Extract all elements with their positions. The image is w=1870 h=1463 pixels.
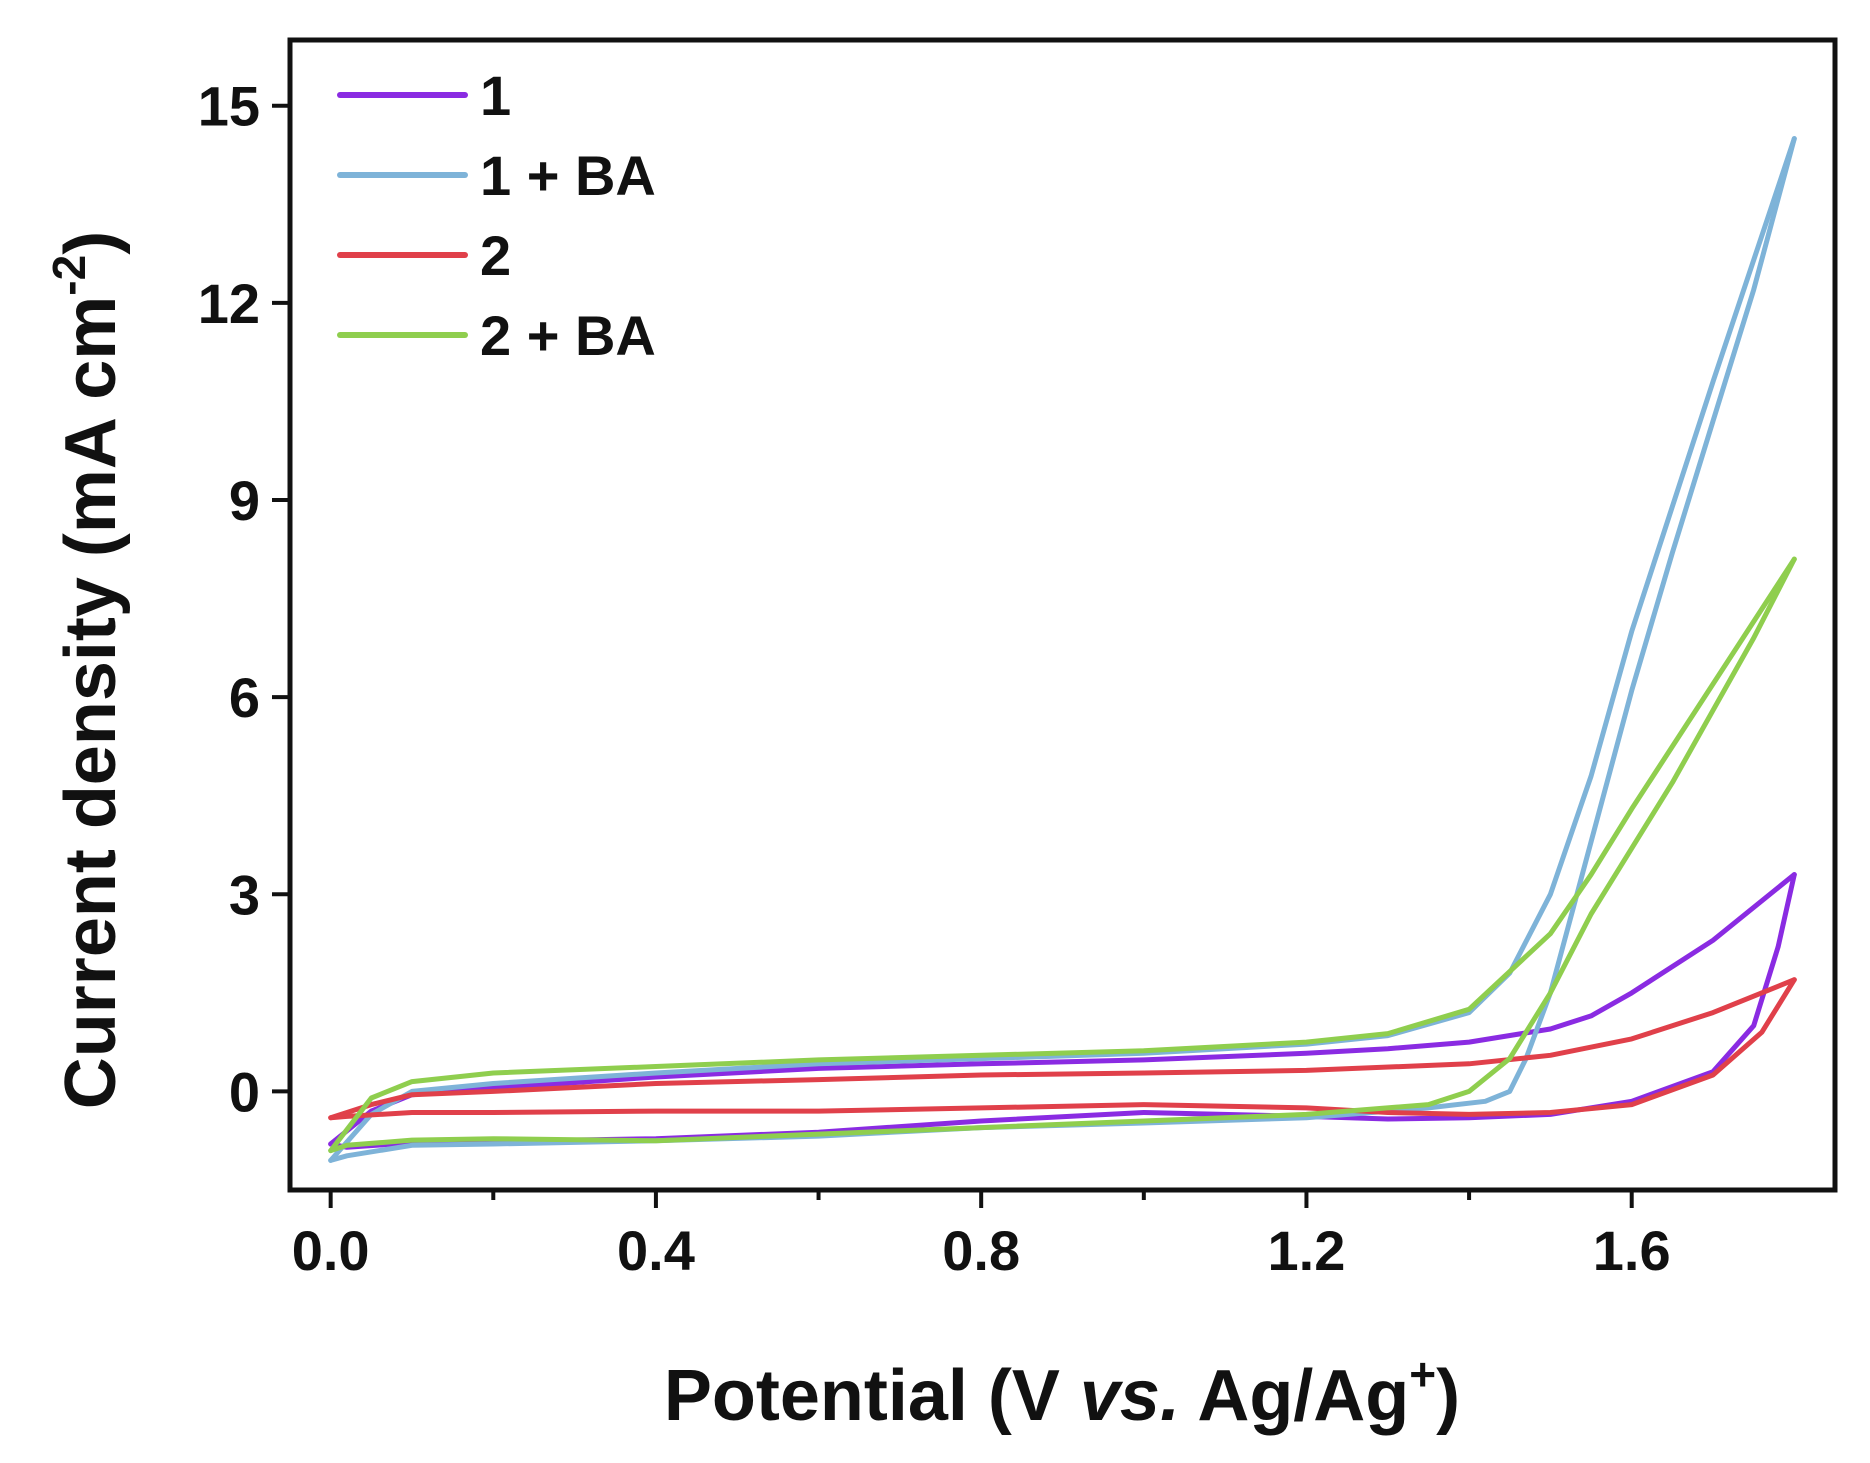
y-tick-label: 6 bbox=[229, 666, 260, 729]
x-axis-title: Potential (V vs. Ag/Ag+) bbox=[664, 1348, 1460, 1436]
legend-label: 1 bbox=[480, 64, 511, 127]
series-4-forward-scan bbox=[328, 556, 1797, 1154]
series-4-reverse-scan bbox=[328, 556, 1797, 1154]
x-tick-label: 1.6 bbox=[1593, 1219, 1671, 1282]
series-3-reverse-scan bbox=[328, 977, 1797, 1121]
x-tick-label: 1.2 bbox=[1268, 1219, 1346, 1282]
y-tick-label: 9 bbox=[229, 469, 260, 532]
y-tick-label: 0 bbox=[229, 1060, 260, 1123]
legend: 1 1 + BA 2 2 + BA bbox=[337, 64, 656, 367]
x-tick-label: 0.4 bbox=[617, 1219, 695, 1282]
y-tick-label: 15 bbox=[198, 75, 260, 138]
legend-label: 2 bbox=[480, 224, 511, 287]
legend-item-2: 1 + BA bbox=[337, 144, 656, 207]
x-tick-label: 0.0 bbox=[292, 1219, 370, 1282]
y-axis-title: Current density (mA cm-2) bbox=[43, 231, 131, 1109]
legend-item-3: 2 bbox=[337, 224, 511, 287]
x-tick-label: 0.8 bbox=[942, 1219, 1020, 1282]
series-3-forward-scan bbox=[328, 977, 1797, 1121]
y-tick-label: 3 bbox=[229, 863, 260, 926]
legend-label: 2 + BA bbox=[480, 304, 656, 367]
legend-label: 1 + BA bbox=[480, 144, 656, 207]
series-4 bbox=[328, 556, 1797, 1154]
ticks-layer: 0.0 0.4 0.8 1.2 1.6 0 3 6 9 12 15 bbox=[198, 75, 1671, 1282]
series-layer bbox=[328, 136, 1797, 1163]
plot-frame bbox=[287, 37, 1838, 1193]
legend-item-1: 1 bbox=[337, 64, 511, 127]
y-tick-label: 12 bbox=[198, 272, 260, 335]
legend-item-4: 2 + BA bbox=[337, 304, 656, 367]
series-2-reverse-scan bbox=[328, 136, 1797, 1163]
series-3 bbox=[328, 977, 1797, 1121]
